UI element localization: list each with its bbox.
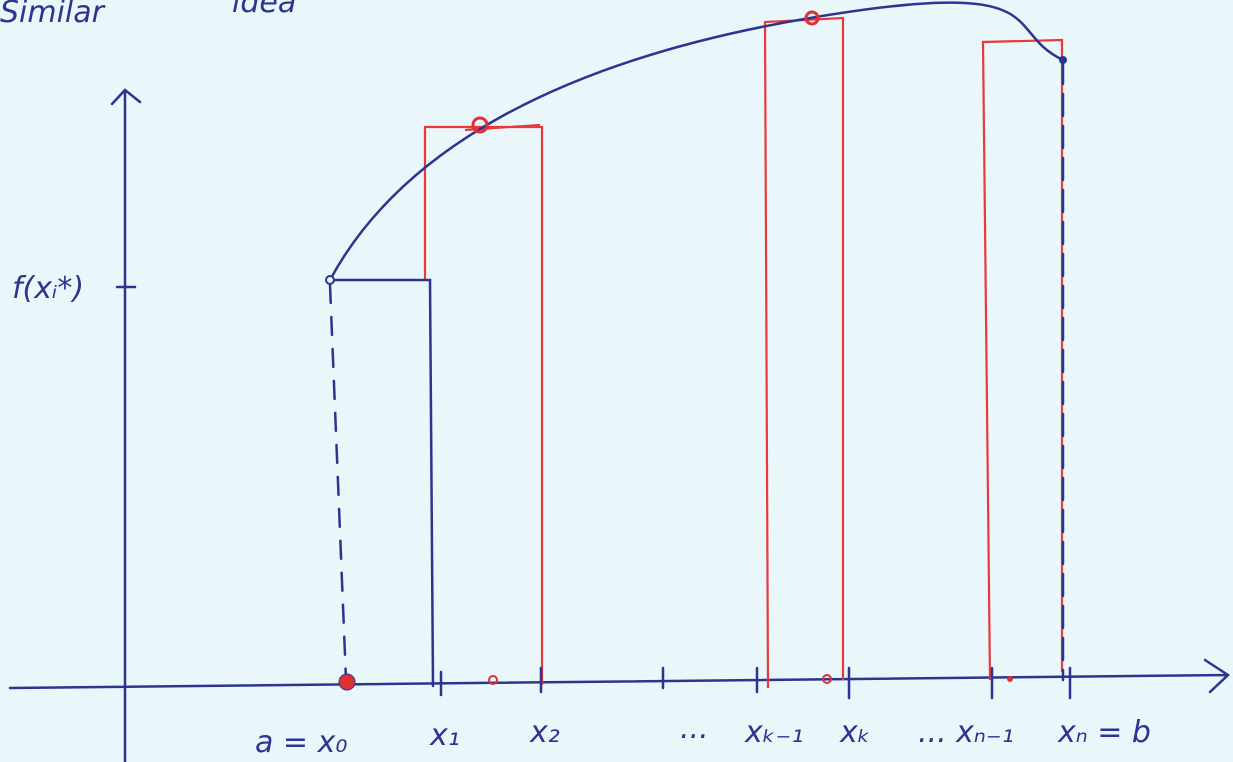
sample-point: [339, 674, 355, 690]
x-label: a = x₀: [255, 725, 347, 760]
sample-point: [1007, 676, 1013, 682]
title-word: Similar: [0, 0, 106, 30]
title-word: idea: [232, 0, 296, 20]
x-label: xₙ = b: [1057, 715, 1151, 750]
y-label: f(xᵢ*): [12, 271, 84, 306]
x-label: xₖ₋₁: [744, 715, 803, 750]
x-label: x₁: [429, 718, 460, 753]
x-label: ... xₙ₋₁: [918, 715, 1014, 750]
curve-point: [1059, 56, 1067, 64]
curve-point: [326, 276, 334, 284]
x-label: ...: [680, 711, 709, 746]
x-label: x₂: [529, 715, 560, 750]
sketch: Similar idea f(xᵢ*) a = x₀ x₁ x₂ ... xₖ₋…: [0, 0, 1233, 762]
paper: [0, 0, 1233, 762]
x-label: xₖ: [839, 715, 871, 750]
